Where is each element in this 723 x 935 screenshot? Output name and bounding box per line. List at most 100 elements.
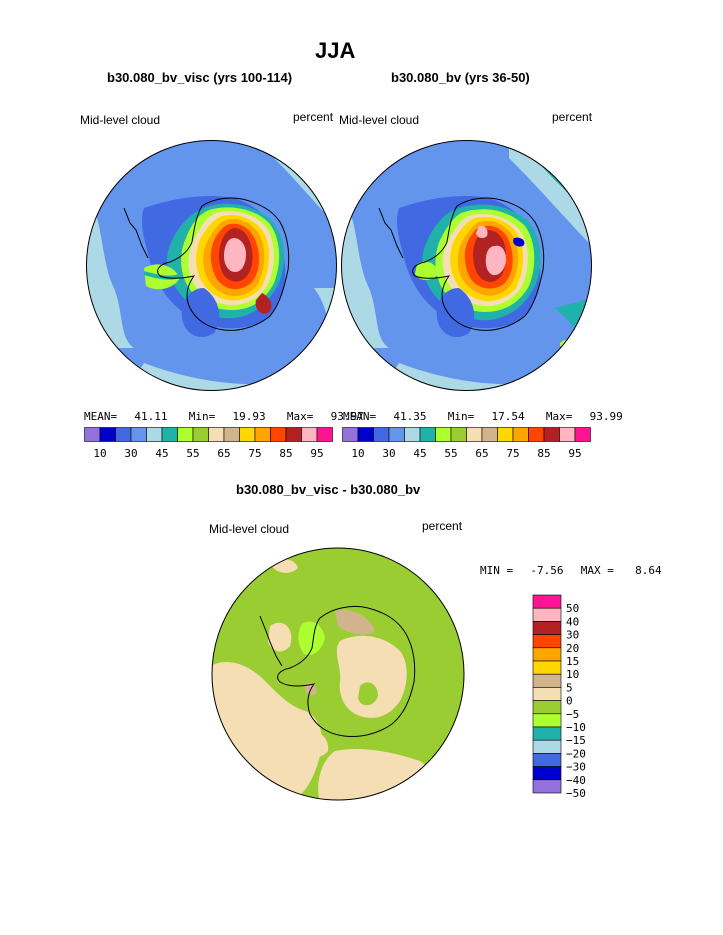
diff-colorbar-tick-label: −20 <box>566 747 586 760</box>
left-colorbar-swatch <box>254 427 271 442</box>
diff-colorbar-tick-label: 30 <box>566 629 579 642</box>
right-mean-value: 41.35 <box>393 410 427 423</box>
diff-case-title: b30.080_bv_visc - b30.080_bv <box>236 482 421 497</box>
diff-colorbar-tick-label: 5 <box>566 681 573 694</box>
left-colorbar-swatch <box>177 427 194 442</box>
right-colorbar-swatch <box>435 427 452 442</box>
left-colorbar-swatch <box>223 427 240 442</box>
right-colorbar-tick-label: 30 <box>382 447 395 460</box>
left-colorbar-swatch <box>285 427 302 442</box>
diff-variable-label: Mid-level cloud <box>209 522 290 536</box>
left-colorbar-swatch <box>192 427 209 442</box>
diff-colorbar-tick-label: 10 <box>566 668 579 681</box>
left-case-title: b30.080_bv_visc (yrs 100-114) <box>107 70 293 85</box>
right-colorbar-swatch <box>481 427 498 442</box>
left-stats: MEAN= 41.11 Min= 19.93 Max= 93.97 <box>84 410 364 423</box>
diff-colorbar-tick-label: −40 <box>566 774 586 787</box>
left-colorbar-swatch <box>270 427 287 442</box>
left-variable-label: Mid-level cloud <box>80 113 161 127</box>
diff-colorbar-tick-label: −50 <box>566 787 586 800</box>
right-colorbar-swatch <box>543 427 560 442</box>
right-colorbar-swatch <box>388 427 405 442</box>
diff-colorbar-tick-label: −10 <box>566 721 586 734</box>
left-colorbar-swatch <box>99 427 116 442</box>
right-stats: MEAN= 41.35 Min= 17.54 Max= 93.99 <box>343 410 623 423</box>
diff-colorbar-tick-label: −30 <box>566 761 586 774</box>
right-colorbar-swatch <box>342 427 359 442</box>
diff-colorbar-swatch <box>532 687 562 701</box>
right-colorbar-swatch <box>559 427 576 442</box>
right-variable-label: Mid-level cloud <box>339 113 420 127</box>
diff-colorbar-swatch <box>532 739 562 754</box>
left-colorbar: 10 30 45 55 65 75 85 95 <box>84 427 333 460</box>
right-colorbar-tick-label: 45 <box>413 447 426 460</box>
left-colorbar-swatch <box>316 427 333 442</box>
left-colorbar-swatch <box>301 427 318 442</box>
right-units-label: percent <box>552 110 593 124</box>
diff-colorbar-tick-label: −15 <box>566 734 586 747</box>
diff-stats: MIN = -7.56 MAX = 8.64 <box>480 564 662 577</box>
diff-colorbar-tick-label: 20 <box>566 642 579 655</box>
right-colorbar-tick-label: 85 <box>537 447 550 460</box>
page-title: JJA <box>315 38 356 63</box>
diff-colorbar-swatch <box>532 779 562 794</box>
right-colorbar-swatch <box>466 427 483 442</box>
right-case-title: b30.080_bv (yrs 36-50) <box>391 70 530 85</box>
left-min-value: 19.93 <box>232 410 266 423</box>
right-colorbar-swatch <box>450 427 467 442</box>
right-colorbar-swatch <box>528 427 545 442</box>
diff-colorbar-tick-label: 0 <box>566 695 573 708</box>
left-colorbar-swatch <box>115 427 132 442</box>
right-colorbar-swatch <box>574 427 591 442</box>
right-colorbar-swatch <box>404 427 421 442</box>
diff-min-label: MIN = <box>480 564 514 577</box>
diff-colorbar-swatch <box>532 713 562 728</box>
left-colorbar-swatch <box>208 427 225 442</box>
right-colorbar-tick-label: 75 <box>506 447 519 460</box>
right-colorbar-tick-label: 10 <box>351 447 364 460</box>
right-colorbar: 10 30 45 55 65 75 85 95 <box>342 427 591 460</box>
left-min-label: Min= <box>188 410 216 423</box>
diff-colorbar-tick-label: −5 <box>566 708 579 721</box>
diff-colorbar-swatch <box>532 594 562 609</box>
left-polar-map <box>86 140 337 391</box>
diff-colorbar-tick-label: 40 <box>566 615 579 628</box>
diff-max-value: 8.64 <box>635 564 662 577</box>
right-min-label: Min= <box>447 410 475 423</box>
diff-max-label: MAX = <box>580 564 614 577</box>
left-colorbar-tick-label: 75 <box>248 447 261 460</box>
left-units-label: percent <box>293 110 334 124</box>
left-colorbar-tick-label: 95 <box>310 447 323 460</box>
right-min-value: 17.54 <box>491 410 525 423</box>
left-max-value: 93.97 <box>330 410 364 423</box>
left-colorbar-swatch <box>161 427 178 442</box>
left-colorbar-tick-label: 45 <box>155 447 168 460</box>
left-colorbar-tick-label: 55 <box>186 447 199 460</box>
diff-colorbar-swatch <box>532 700 562 715</box>
left-colorbar-tick-label: 30 <box>124 447 137 460</box>
right-colorbar-tick-label: 95 <box>568 447 581 460</box>
diff-units-label: percent <box>422 519 463 533</box>
diff-colorbar-swatch <box>532 753 562 767</box>
left-colorbar-tick-label: 65 <box>217 447 230 460</box>
right-colorbar-tick-label: 55 <box>444 447 457 460</box>
right-colorbar-swatch <box>419 427 436 442</box>
diff-colorbar-swatch <box>532 634 562 649</box>
left-colorbar-tick-label: 85 <box>279 447 292 460</box>
right-colorbar-swatch <box>497 427 514 442</box>
right-colorbar-tick-label: 65 <box>475 447 488 460</box>
diff-colorbar-swatch <box>532 673 562 688</box>
left-colorbar-swatch <box>130 427 147 442</box>
diff-colorbar-swatch <box>532 647 562 662</box>
diff-colorbar-swatch <box>532 726 562 741</box>
left-mean-label: MEAN= <box>84 410 118 423</box>
diff-colorbar-swatch <box>532 621 562 635</box>
right-polar-map <box>341 140 592 391</box>
left-colorbar-swatch <box>146 427 163 442</box>
left-colorbar-swatch <box>84 427 101 442</box>
right-colorbar-swatch <box>373 427 390 442</box>
diff-min-value: -7.56 <box>530 564 564 577</box>
diff-colorbar-swatch <box>532 607 562 622</box>
right-mean-label: MEAN= <box>343 410 377 423</box>
